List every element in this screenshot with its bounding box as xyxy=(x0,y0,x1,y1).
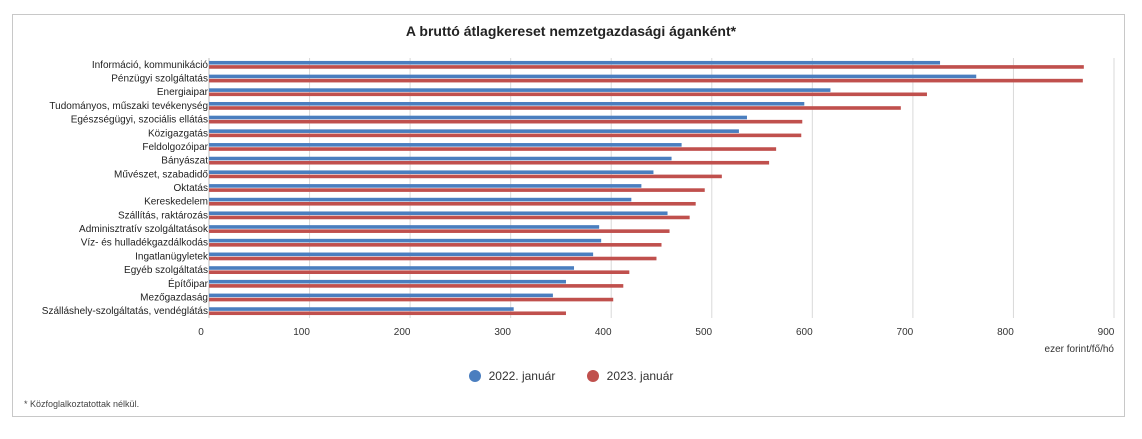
x-tick-label: 100 xyxy=(293,327,310,338)
bar-2022[interactable] xyxy=(209,170,654,175)
tick-labels: 0 100 200 300 400 500 600 700 800 900 xyxy=(198,327,1115,338)
bar-2023[interactable] xyxy=(209,147,777,151)
footnote: * Közfoglalkoztatottak nélkül. xyxy=(24,399,140,409)
category-label: Egyéb szolgáltatás xyxy=(124,265,208,276)
bar-2023[interactable] xyxy=(209,78,1083,83)
x-tick-label: 800 xyxy=(997,327,1014,338)
legend-item-2022[interactable]: 2022. január xyxy=(468,369,556,383)
bar-2022[interactable] xyxy=(209,225,600,229)
bar-2023[interactable] xyxy=(209,297,614,302)
chart-title: A bruttó átlagkereset nemzetgazdasági ág… xyxy=(405,23,737,39)
bar-2022[interactable] xyxy=(209,307,514,311)
legend-label-2023: 2023. január xyxy=(606,369,674,383)
x-tick-label: 0 xyxy=(198,327,204,338)
bar-2022[interactable] xyxy=(209,74,977,79)
category-label: Feldolgozóipar xyxy=(142,142,208,153)
legend: 2022. január 2023. január xyxy=(0,369,1142,385)
bar-2022[interactable] xyxy=(209,238,602,243)
legend-swatch-2023 xyxy=(586,370,599,382)
bar-2022[interactable] xyxy=(209,211,668,216)
bar-2023[interactable] xyxy=(209,229,670,233)
bar-2022[interactable] xyxy=(209,115,747,120)
bar-2023[interactable] xyxy=(209,119,803,124)
gridlines xyxy=(208,58,1115,318)
category-label: Információ, kommunikáció xyxy=(92,60,209,71)
legend-item-2023[interactable]: 2023. január xyxy=(586,369,674,383)
x-tick-label: 300 xyxy=(494,327,511,338)
category-label: Művészet, szabadidő xyxy=(114,169,208,180)
x-tick-label: 700 xyxy=(897,327,914,338)
bar-2022[interactable] xyxy=(209,60,941,65)
category-label: Egészségügyi, szociális ellátás xyxy=(71,115,208,126)
bar-2022[interactable] xyxy=(209,279,566,284)
x-axis-label: ezer forint/fő/hó xyxy=(1045,344,1115,355)
category-label: Ingatlanügyletek xyxy=(135,251,209,262)
category-label: Víz- és hulladékgazdálkodás xyxy=(81,238,208,249)
bar-2023[interactable] xyxy=(209,311,566,316)
category-label: Szálláshely-szolgáltatás, vendéglátás xyxy=(42,306,208,317)
category-label: Bányászat xyxy=(161,156,208,167)
x-tick-label: 200 xyxy=(394,327,411,338)
category-label: Adminisztratív szolgáltatások xyxy=(79,224,209,235)
category-label: Kereskedelem xyxy=(144,197,208,208)
bar-2023[interactable] xyxy=(209,270,630,275)
bar-2023[interactable] xyxy=(209,256,657,261)
category-labels: Információ, kommunikáció Pénzügyi szolgál… xyxy=(42,60,209,317)
bar-2022[interactable] xyxy=(209,101,805,106)
bar-2023[interactable] xyxy=(209,215,690,220)
bar-2023[interactable] xyxy=(209,133,802,138)
category-label: Építőipar xyxy=(168,277,209,290)
bar-2023[interactable] xyxy=(209,188,705,192)
bar-2022[interactable] xyxy=(209,184,642,188)
x-tick-label: 400 xyxy=(595,327,612,338)
bar-2023[interactable] xyxy=(209,174,722,179)
bar-2022[interactable] xyxy=(209,266,575,270)
bar-2022[interactable] xyxy=(209,129,739,133)
bar-2023[interactable] xyxy=(209,92,927,97)
category-label: Energiaipar xyxy=(157,87,209,98)
bar-2022[interactable] xyxy=(209,293,553,298)
category-label: Közigazgatás xyxy=(148,128,208,139)
bar-2023[interactable] xyxy=(209,201,696,206)
bar-2022[interactable] xyxy=(209,143,682,147)
x-tick-label: 500 xyxy=(695,327,712,338)
bar-2023[interactable] xyxy=(209,284,624,288)
bar-2022[interactable] xyxy=(209,156,672,161)
bar-2022[interactable] xyxy=(209,88,831,92)
legend-swatch-2022 xyxy=(468,370,481,382)
x-tick-label: 900 xyxy=(1098,327,1115,338)
category-label: Pénzügyi szolgáltatás xyxy=(111,74,208,85)
bar-2023[interactable] xyxy=(209,243,662,247)
category-label: Mezőgazdaság xyxy=(140,292,208,303)
category-label: Oktatás xyxy=(174,183,208,194)
bar-2023[interactable] xyxy=(209,106,901,110)
category-label: Szállítás, raktározás xyxy=(118,210,208,221)
bar-2022[interactable] xyxy=(209,197,632,202)
category-label: Tudományos, műszaki tevékenység xyxy=(49,101,208,112)
bar-2022[interactable] xyxy=(209,252,594,257)
x-tick-label: 600 xyxy=(796,327,813,338)
bar-2023[interactable] xyxy=(209,65,1084,69)
legend-label-2022: 2022. január xyxy=(488,369,556,383)
bar-2023[interactable] xyxy=(209,160,770,165)
bars xyxy=(209,60,1084,316)
